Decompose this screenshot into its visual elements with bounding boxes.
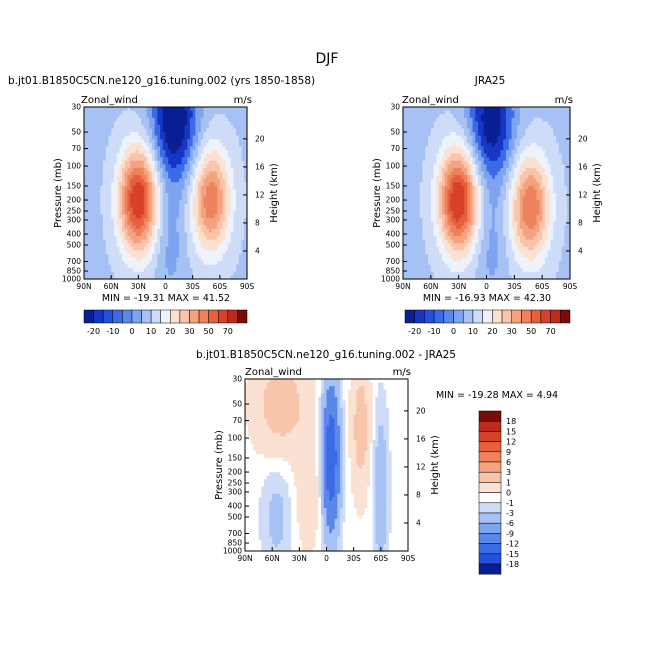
panel-model: b.jt01.B1850C5CN.ne120_g16.tuning.002 (y… — [8, 75, 315, 304]
height-tick-label: 12 — [255, 190, 265, 199]
panel-model-stats: MIN = -19.31 MAX = 41.52 — [102, 293, 230, 304]
x-tick-label: 60S — [213, 282, 228, 291]
y-tick-label: 50 — [71, 128, 81, 137]
y-tick-label: 30 — [71, 103, 81, 112]
plot-area-model — [84, 107, 248, 280]
y-tick-label: 70 — [71, 144, 81, 153]
panel-model-variable: Zonal_wind — [81, 95, 138, 106]
y-tick-label: 250 — [67, 207, 82, 216]
y-axis-label-right: Height (km) — [269, 163, 280, 223]
x-tick-label: 0 — [163, 282, 168, 291]
y-tick-label: 400 — [67, 230, 82, 239]
plot-area-obs — [403, 107, 571, 280]
height-tick-label: 16 — [255, 162, 265, 171]
y-tick-label: 1000 — [62, 275, 81, 284]
y-tick-label: 200 — [67, 196, 82, 205]
panel-model-units: m/s — [234, 95, 252, 106]
y-tick-label: 700 — [67, 257, 82, 266]
y-tick-label: 500 — [67, 241, 82, 250]
panel-model-title: b.jt01.B1850C5CN.ne120_g16.tuning.002 (y… — [8, 75, 315, 87]
x-tick-label: 30N — [131, 282, 146, 291]
y-axis-label: Pressure (mb) — [53, 158, 64, 228]
panel-obs-variable: Zonal_wind — [402, 95, 459, 106]
x-tick-label: 90S — [240, 282, 255, 291]
height-tick-label: 8 — [255, 218, 260, 227]
height-tick-label: 4 — [255, 246, 260, 255]
x-tick-label: 30S — [186, 282, 201, 291]
y-tick-label: 100 — [67, 162, 82, 171]
x-tick-label: 60N — [104, 282, 119, 291]
y-tick-label: 300 — [67, 215, 82, 224]
page-title: DJF — [316, 51, 339, 67]
panel-obs-units: m/s — [555, 95, 573, 106]
height-tick-label: 20 — [255, 134, 265, 143]
y-tick-label: 150 — [67, 181, 82, 190]
panel-obs-title: JRA25 — [474, 75, 506, 87]
